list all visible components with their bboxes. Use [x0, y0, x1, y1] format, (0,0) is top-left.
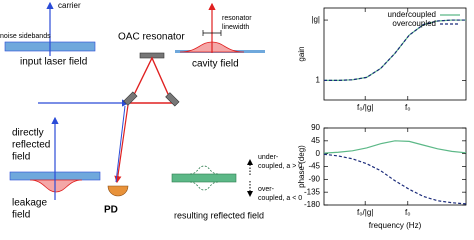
series-line [323, 153, 467, 205]
label: cavity field [192, 59, 239, 70]
label: PD [104, 205, 118, 216]
beam [129, 56, 174, 104]
y-tick-label: -180 [304, 200, 321, 209]
series-line [324, 19, 466, 81]
y-axis-label: gain [297, 46, 306, 61]
label: noise sidebands [0, 33, 51, 40]
y-tick-label: -90 [308, 174, 320, 183]
y-axis-label: phase (deg) [297, 145, 306, 188]
x-tick-label: f₀ [405, 103, 411, 112]
label: coupled, a < 0 [258, 195, 302, 202]
y-tick-label: -45 [308, 162, 320, 171]
label: field [12, 210, 30, 221]
spectrum-band [171, 173, 237, 183]
x-axis-label: frequency (Hz) [369, 221, 422, 230]
label: resonator [222, 15, 252, 22]
label: linewidth [222, 24, 249, 31]
x-tick-label: f₀ [405, 208, 411, 217]
label: OAC resonator [118, 32, 185, 43]
y-tick-label: 1 [316, 76, 321, 85]
label: directly [12, 128, 44, 139]
label: over- [258, 186, 275, 193]
label: under- [258, 154, 279, 161]
label: coupled, a > 0 [258, 163, 302, 170]
mirror [123, 91, 138, 106]
label: resulting reflected field [174, 210, 264, 220]
mirror [165, 92, 180, 107]
y-tick-label: -135 [304, 187, 321, 196]
beam [115, 105, 126, 183]
series-line [323, 140, 467, 154]
y-tick-label: 45 [311, 136, 320, 145]
y-tick-label: 0 [316, 149, 321, 158]
x-tick-label: f₀/|g| [357, 208, 373, 217]
photodetector [107, 185, 129, 197]
bump-down [189, 181, 219, 191]
plot-frame [323, 127, 467, 206]
legend-label: overcoupled [392, 19, 436, 28]
plot-frame [323, 7, 467, 101]
label: field [12, 152, 30, 163]
series-line [324, 19, 466, 81]
bump-up [189, 165, 219, 175]
label: input laser field [20, 57, 87, 68]
linewidth-bracket [202, 30, 222, 36]
legend-label: undercoupled [388, 10, 436, 19]
figure: carrier noise sidebands input laser fiel… [0, 1, 467, 230]
leakage-dip [29, 179, 83, 193]
y-tick-label: 90 [311, 123, 320, 132]
label: carrier [58, 1, 81, 10]
x-tick-label: f₀/|g| [357, 103, 373, 112]
diagram: carrier noise sidebands input laser fiel… [0, 1, 302, 221]
label: leakage [12, 198, 47, 209]
y-tick-label: |g| [311, 15, 320, 24]
beam [114, 104, 129, 184]
label: reflected [12, 140, 50, 151]
